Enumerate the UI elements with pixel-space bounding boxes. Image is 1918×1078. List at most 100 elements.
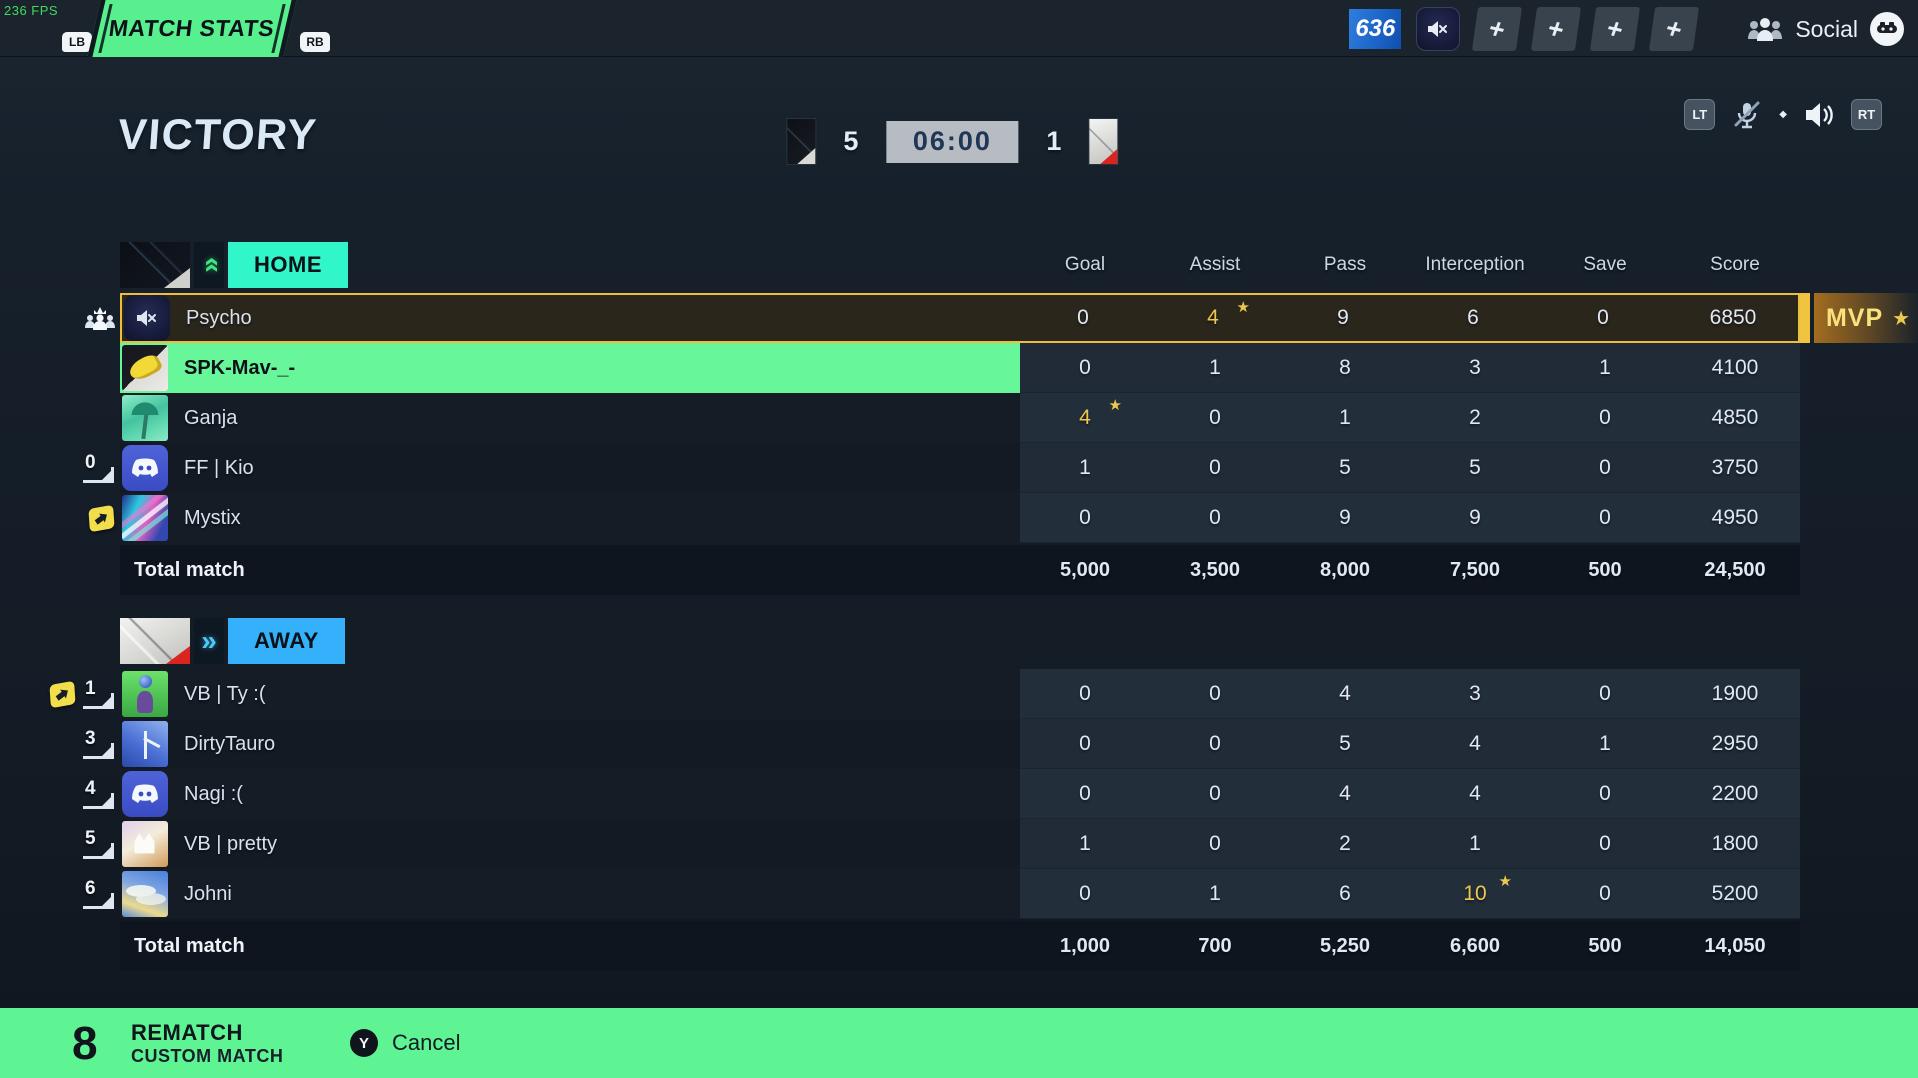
rematch-label: REMATCH bbox=[131, 1019, 243, 1045]
jersey-number: 4 bbox=[82, 776, 114, 812]
avatar-johni bbox=[122, 871, 168, 917]
total-goal: 5,000 bbox=[1020, 545, 1150, 595]
player-row-vb-ty[interactable]: 1 VB | Ty :( 0 0 4 3 0 1900 bbox=[49, 669, 1800, 719]
stat-save: 0 bbox=[1540, 869, 1670, 919]
stat-save: 0 bbox=[1540, 443, 1670, 493]
stat-save: 0 bbox=[1540, 819, 1670, 869]
rt-trigger-button[interactable]: RT bbox=[1851, 99, 1882, 130]
stat-pass: 6 bbox=[1280, 869, 1410, 919]
stat-assist-best: ★ 4 bbox=[1148, 295, 1278, 341]
player-name: DirtyTauro bbox=[184, 732, 276, 755]
match-time: 06:00 bbox=[886, 120, 1019, 163]
tab-match-stats-label: MATCH STATS bbox=[107, 15, 277, 41]
column-header-save: Save bbox=[1583, 254, 1627, 275]
player-row-mystix[interactable]: Mystix 0 0 9 9 0 4950 bbox=[88, 493, 1800, 543]
away-team-table: » AWAY 1 VB | Ty :( 0 bbox=[0, 618, 1800, 971]
cancel-button[interactable]: Cancel bbox=[392, 1030, 461, 1055]
mvp-label: MVP bbox=[1825, 303, 1884, 332]
player-name: Johni bbox=[184, 882, 232, 905]
home-team-badge bbox=[787, 119, 816, 164]
stat-goal: 0 bbox=[1020, 769, 1150, 819]
stat-pass: 5 bbox=[1280, 443, 1410, 493]
column-header-assist: Assist bbox=[1189, 254, 1241, 275]
total-match-label: Total match bbox=[134, 558, 245, 581]
away-team-logo bbox=[120, 618, 190, 664]
mic-muted-icon[interactable] bbox=[1732, 100, 1762, 130]
player-row-ganja[interactable]: Ganja ★ 4 0 1 2 0 4850 bbox=[120, 393, 1800, 443]
stat-pass: 9 bbox=[1280, 493, 1410, 543]
total-score: 24,500 bbox=[1670, 545, 1800, 595]
add-friend-slot-button[interactable]: + bbox=[1531, 7, 1582, 51]
stat-pass: 2 bbox=[1280, 819, 1410, 869]
player-name: SPK-Mav-_- bbox=[184, 356, 296, 379]
stat-interception-best: ★ 10 bbox=[1410, 869, 1540, 919]
top-bar: 236 FPS LB MATCH STATS RB 636 + + + + bbox=[0, 0, 1918, 57]
stat-goal-best: ★ 4 bbox=[1020, 393, 1150, 443]
party-leader-icon bbox=[84, 301, 116, 335]
stat-interception: 6 bbox=[1408, 295, 1538, 341]
stat-pass: 5 bbox=[1280, 719, 1410, 769]
stat-score: 4950 bbox=[1670, 493, 1800, 543]
player-name: Mystix bbox=[184, 506, 241, 529]
separator-diamond-icon: ◆ bbox=[1779, 109, 1787, 120]
lb-bumper-button[interactable]: LB bbox=[62, 32, 92, 52]
stat-assist: 0 bbox=[1150, 493, 1280, 543]
stat-pass: 8 bbox=[1280, 343, 1410, 393]
player-row-vb-pretty[interactable]: 5 VB | pretty 1 0 2 1 0 1800 bbox=[83, 819, 1800, 869]
avatar-mystix bbox=[122, 495, 168, 541]
stat-save: 0 bbox=[1540, 393, 1670, 443]
stat-score: 6850 bbox=[1668, 295, 1798, 341]
home-rank-icon: » bbox=[194, 242, 224, 288]
stat-score: 1800 bbox=[1670, 819, 1800, 869]
stat-score: 1900 bbox=[1670, 669, 1800, 719]
jersey-number: 0 bbox=[82, 450, 114, 486]
stat-assist: 1 bbox=[1150, 343, 1280, 393]
add-friend-slot-button[interactable]: + bbox=[1472, 7, 1523, 51]
stat-save: 0 bbox=[1540, 769, 1670, 819]
player-row-nagi[interactable]: 4 Nagi :( 0 0 4 4 bbox=[83, 769, 1800, 819]
stat-goal: 0 bbox=[1020, 343, 1150, 393]
stat-interception: 4 bbox=[1410, 719, 1540, 769]
ping-icon bbox=[49, 680, 76, 708]
lt-trigger-button[interactable]: LT bbox=[1684, 99, 1716, 130]
social-label: Social bbox=[1795, 15, 1858, 42]
rb-bumper-button[interactable]: RB bbox=[300, 32, 330, 52]
plus-icon: + bbox=[1543, 12, 1570, 45]
player-avatar-button[interactable] bbox=[1416, 7, 1461, 51]
player-row-johni[interactable]: 6 Johni 0 1 6 ★ 10 0 5200 bbox=[83, 869, 1800, 919]
speaker-icon[interactable] bbox=[1804, 102, 1834, 128]
stat-assist: 0 bbox=[1150, 719, 1280, 769]
stat-assist: 0 bbox=[1150, 769, 1280, 819]
total-assist: 700 bbox=[1150, 921, 1280, 971]
column-header-pass: Pass bbox=[1323, 254, 1367, 275]
player-name: VB | Ty :( bbox=[184, 682, 266, 705]
stat-score: 3750 bbox=[1670, 443, 1800, 493]
stat-goal: 1 bbox=[1020, 443, 1150, 493]
social-button[interactable]: Social bbox=[1747, 12, 1904, 46]
avatar-nagi bbox=[122, 771, 168, 817]
total-save: 500 bbox=[1540, 545, 1670, 595]
away-table-header: » AWAY bbox=[120, 618, 1800, 664]
home-team-table: » HOME Goal Assist Pass Interception Sav… bbox=[0, 242, 1918, 595]
player-row-ff-kio[interactable]: 0 FF | Kio 1 0 5 5 bbox=[83, 443, 1800, 493]
avatar-spk-mav bbox=[122, 345, 168, 391]
home-total-row: Total match 5,000 3,500 8,000 7,500 500 … bbox=[120, 545, 1800, 595]
add-friend-slot-button[interactable]: + bbox=[1649, 7, 1700, 51]
rematch-button[interactable]: REMATCH CUSTOM MATCH bbox=[131, 1020, 283, 1067]
add-friend-slot-button[interactable]: + bbox=[1590, 7, 1641, 51]
player-row-psycho[interactable]: Psycho 0 ★ 4 9 6 0 6850 MVP ★ bbox=[85, 293, 1918, 343]
avatar-ff-kio bbox=[122, 445, 168, 491]
player-row-spk-mav[interactable]: SPK-Mav-_- 0 1 8 3 1 4100 bbox=[120, 343, 1800, 393]
stat-assist: 0 bbox=[1150, 393, 1280, 443]
chevrons-up-icon: » bbox=[194, 257, 224, 273]
currency-badge: 636 bbox=[1349, 9, 1402, 49]
avatar-ganja bbox=[122, 395, 168, 441]
home-score: 5 bbox=[843, 126, 859, 156]
total-match-label: Total match bbox=[134, 934, 245, 957]
total-pass: 8,000 bbox=[1280, 545, 1410, 595]
player-row-dirtytauro[interactable]: 3 DirtyTauro 0 0 5 4 1 2950 bbox=[83, 719, 1800, 769]
player-name: FF | Kio bbox=[184, 456, 254, 479]
column-header-score: Score bbox=[1710, 254, 1760, 275]
ping-icon bbox=[88, 504, 115, 532]
